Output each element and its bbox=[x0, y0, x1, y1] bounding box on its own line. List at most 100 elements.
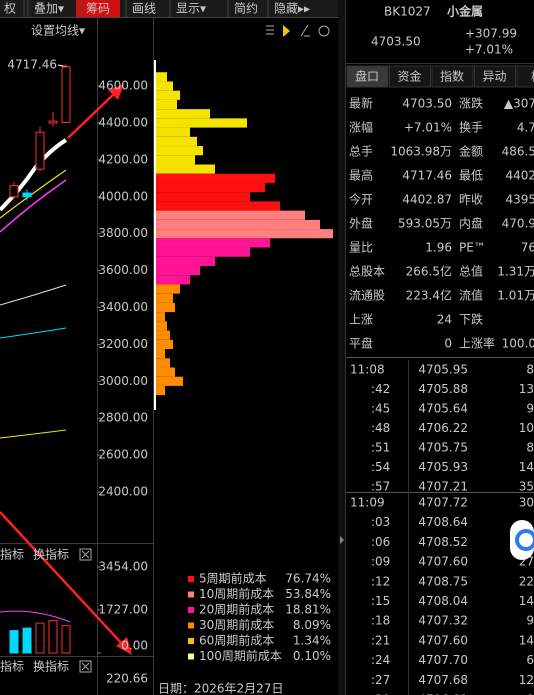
quote-label: 上涨 bbox=[349, 312, 373, 327]
quote-label: 金额 bbox=[459, 144, 483, 159]
tick-time: :24 bbox=[371, 653, 390, 667]
arrowhead bbox=[116, 637, 132, 655]
tick-volume: 13 bbox=[519, 382, 534, 396]
toolbar-item[interactable]: 画线 bbox=[132, 2, 156, 16]
chip-bar bbox=[155, 238, 270, 248]
tick-price: 4707.32 bbox=[418, 614, 468, 628]
tick-volume: 14 bbox=[519, 460, 534, 474]
tab-bg[interactable] bbox=[516, 65, 534, 88]
chip-bar bbox=[155, 81, 173, 91]
legend-swatch bbox=[188, 638, 194, 644]
tab-label[interactable]: 指数 bbox=[440, 69, 464, 84]
y-tick-label: 3200.00 bbox=[98, 337, 148, 351]
y-tick-label: 3000.00 bbox=[98, 374, 148, 388]
quote-value: 4703.50 bbox=[402, 97, 452, 111]
quote-label: 昨收 bbox=[459, 193, 483, 207]
toolbar-item[interactable]: 隐藏▸▸ bbox=[274, 2, 310, 16]
y-tick-label: 4200.00 bbox=[98, 152, 148, 166]
quote-label: 流通股 bbox=[349, 289, 385, 303]
candle-body bbox=[35, 131, 45, 170]
tick-time: :03 bbox=[371, 515, 390, 529]
tab-bg[interactable] bbox=[474, 65, 516, 88]
indicator-tab[interactable]: 指标 bbox=[0, 659, 24, 674]
toolbar-active[interactable] bbox=[76, 0, 120, 17]
quote-label: 最低 bbox=[459, 169, 483, 183]
tab-label[interactable]: 异动 bbox=[482, 70, 506, 84]
chip-bar bbox=[155, 293, 173, 303]
legend-value: 1.34% bbox=[293, 634, 331, 648]
tick-time: :57 bbox=[371, 480, 390, 494]
tab-bg[interactable] bbox=[431, 65, 474, 88]
tab-bg[interactable] bbox=[346, 65, 389, 88]
chip-bar bbox=[155, 182, 265, 193]
quote-value: 4.7 bbox=[517, 121, 534, 135]
splitter[interactable] bbox=[338, 0, 345, 695]
y-tick-label: 4600.00 bbox=[98, 79, 148, 93]
volume-bar bbox=[35, 622, 45, 654]
quote-label: 流值 bbox=[459, 288, 483, 303]
legend-swatch bbox=[188, 591, 194, 598]
ma-line bbox=[0, 610, 71, 623]
tick-volume: 6 bbox=[526, 653, 534, 667]
chip-bar bbox=[155, 109, 210, 119]
stock-code: BK1027 bbox=[384, 5, 431, 19]
quote-label: 涨跌 bbox=[459, 96, 483, 111]
indicator-tab[interactable]: 换指标 bbox=[33, 547, 69, 562]
tick-price: 4707.60 bbox=[418, 633, 468, 647]
tab-label[interactable]: 板 bbox=[531, 70, 534, 84]
tick-volume: 8 bbox=[526, 363, 534, 377]
y-tick-label: 3400.00 bbox=[98, 300, 148, 314]
tick-price: 4706.22 bbox=[418, 421, 468, 435]
legend-name: 20周期前成本 bbox=[199, 602, 274, 617]
stock-price: 4703.50 bbox=[371, 35, 421, 49]
tool-icon[interactable] bbox=[283, 25, 290, 37]
chip-bar bbox=[155, 72, 167, 82]
toolbar-item[interactable]: 显示▾ bbox=[176, 2, 206, 16]
quote-value: 1.31万 bbox=[497, 265, 534, 279]
quote-value: 4402 bbox=[505, 169, 534, 183]
tool-icon[interactable] bbox=[266, 25, 274, 35]
tab-bg[interactable] bbox=[389, 65, 431, 88]
toolbar-item[interactable]: 简约 bbox=[234, 1, 258, 16]
tool-icon[interactable] bbox=[318, 25, 330, 37]
tick-time: :45 bbox=[371, 402, 390, 416]
chip-bar bbox=[155, 330, 170, 340]
indicator-value: 220.66 bbox=[106, 672, 148, 686]
chip-bar bbox=[155, 302, 175, 313]
tick-price: 4708.52 bbox=[418, 535, 468, 549]
candle-body bbox=[22, 192, 32, 198]
tab-label[interactable]: 盘口 bbox=[355, 69, 379, 84]
ma-setting[interactable]: 设置均线▾ bbox=[31, 24, 85, 38]
tick-time: :42 bbox=[371, 382, 390, 396]
tick-volume: 10 bbox=[519, 421, 534, 435]
toolbar-item[interactable]: 筹码 bbox=[86, 2, 110, 16]
tick-volume: 8 bbox=[526, 693, 534, 695]
close-box[interactable] bbox=[79, 660, 92, 673]
toolbar-item[interactable]: 权 bbox=[4, 2, 16, 16]
legend-value: 8.09% bbox=[293, 618, 331, 632]
splitter-handle[interactable] bbox=[340, 536, 344, 544]
quote-label: 下跌 bbox=[459, 312, 483, 327]
tool-icon[interactable] bbox=[300, 24, 310, 37]
tick-price: 4708.04 bbox=[418, 594, 468, 608]
chip-bar bbox=[155, 146, 203, 156]
chip-bar bbox=[155, 118, 247, 128]
floating-logo[interactable] bbox=[510, 520, 534, 560]
volume-bar bbox=[9, 630, 19, 654]
indicator-tab[interactable]: 换指标 bbox=[33, 659, 69, 674]
close-box[interactable] bbox=[79, 548, 92, 561]
tick-volume: 22 bbox=[519, 574, 534, 588]
tick-time: :27 bbox=[371, 673, 390, 687]
tab-label[interactable]: 资金 bbox=[397, 69, 421, 84]
indicator-tab[interactable]: 指标 bbox=[0, 547, 24, 562]
quote-label: 总手 bbox=[349, 145, 373, 159]
chip-bar bbox=[155, 90, 180, 100]
tick-time: :06 bbox=[371, 535, 390, 549]
legend-name: 100周期前成本 bbox=[199, 648, 282, 663]
annotation-arrow bbox=[0, 511, 125, 647]
toolbar-item[interactable]: 叠加▾ bbox=[34, 2, 64, 16]
quote-value: 266.5亿 bbox=[406, 264, 452, 279]
legend-name: 5周期前成本 bbox=[199, 571, 267, 586]
